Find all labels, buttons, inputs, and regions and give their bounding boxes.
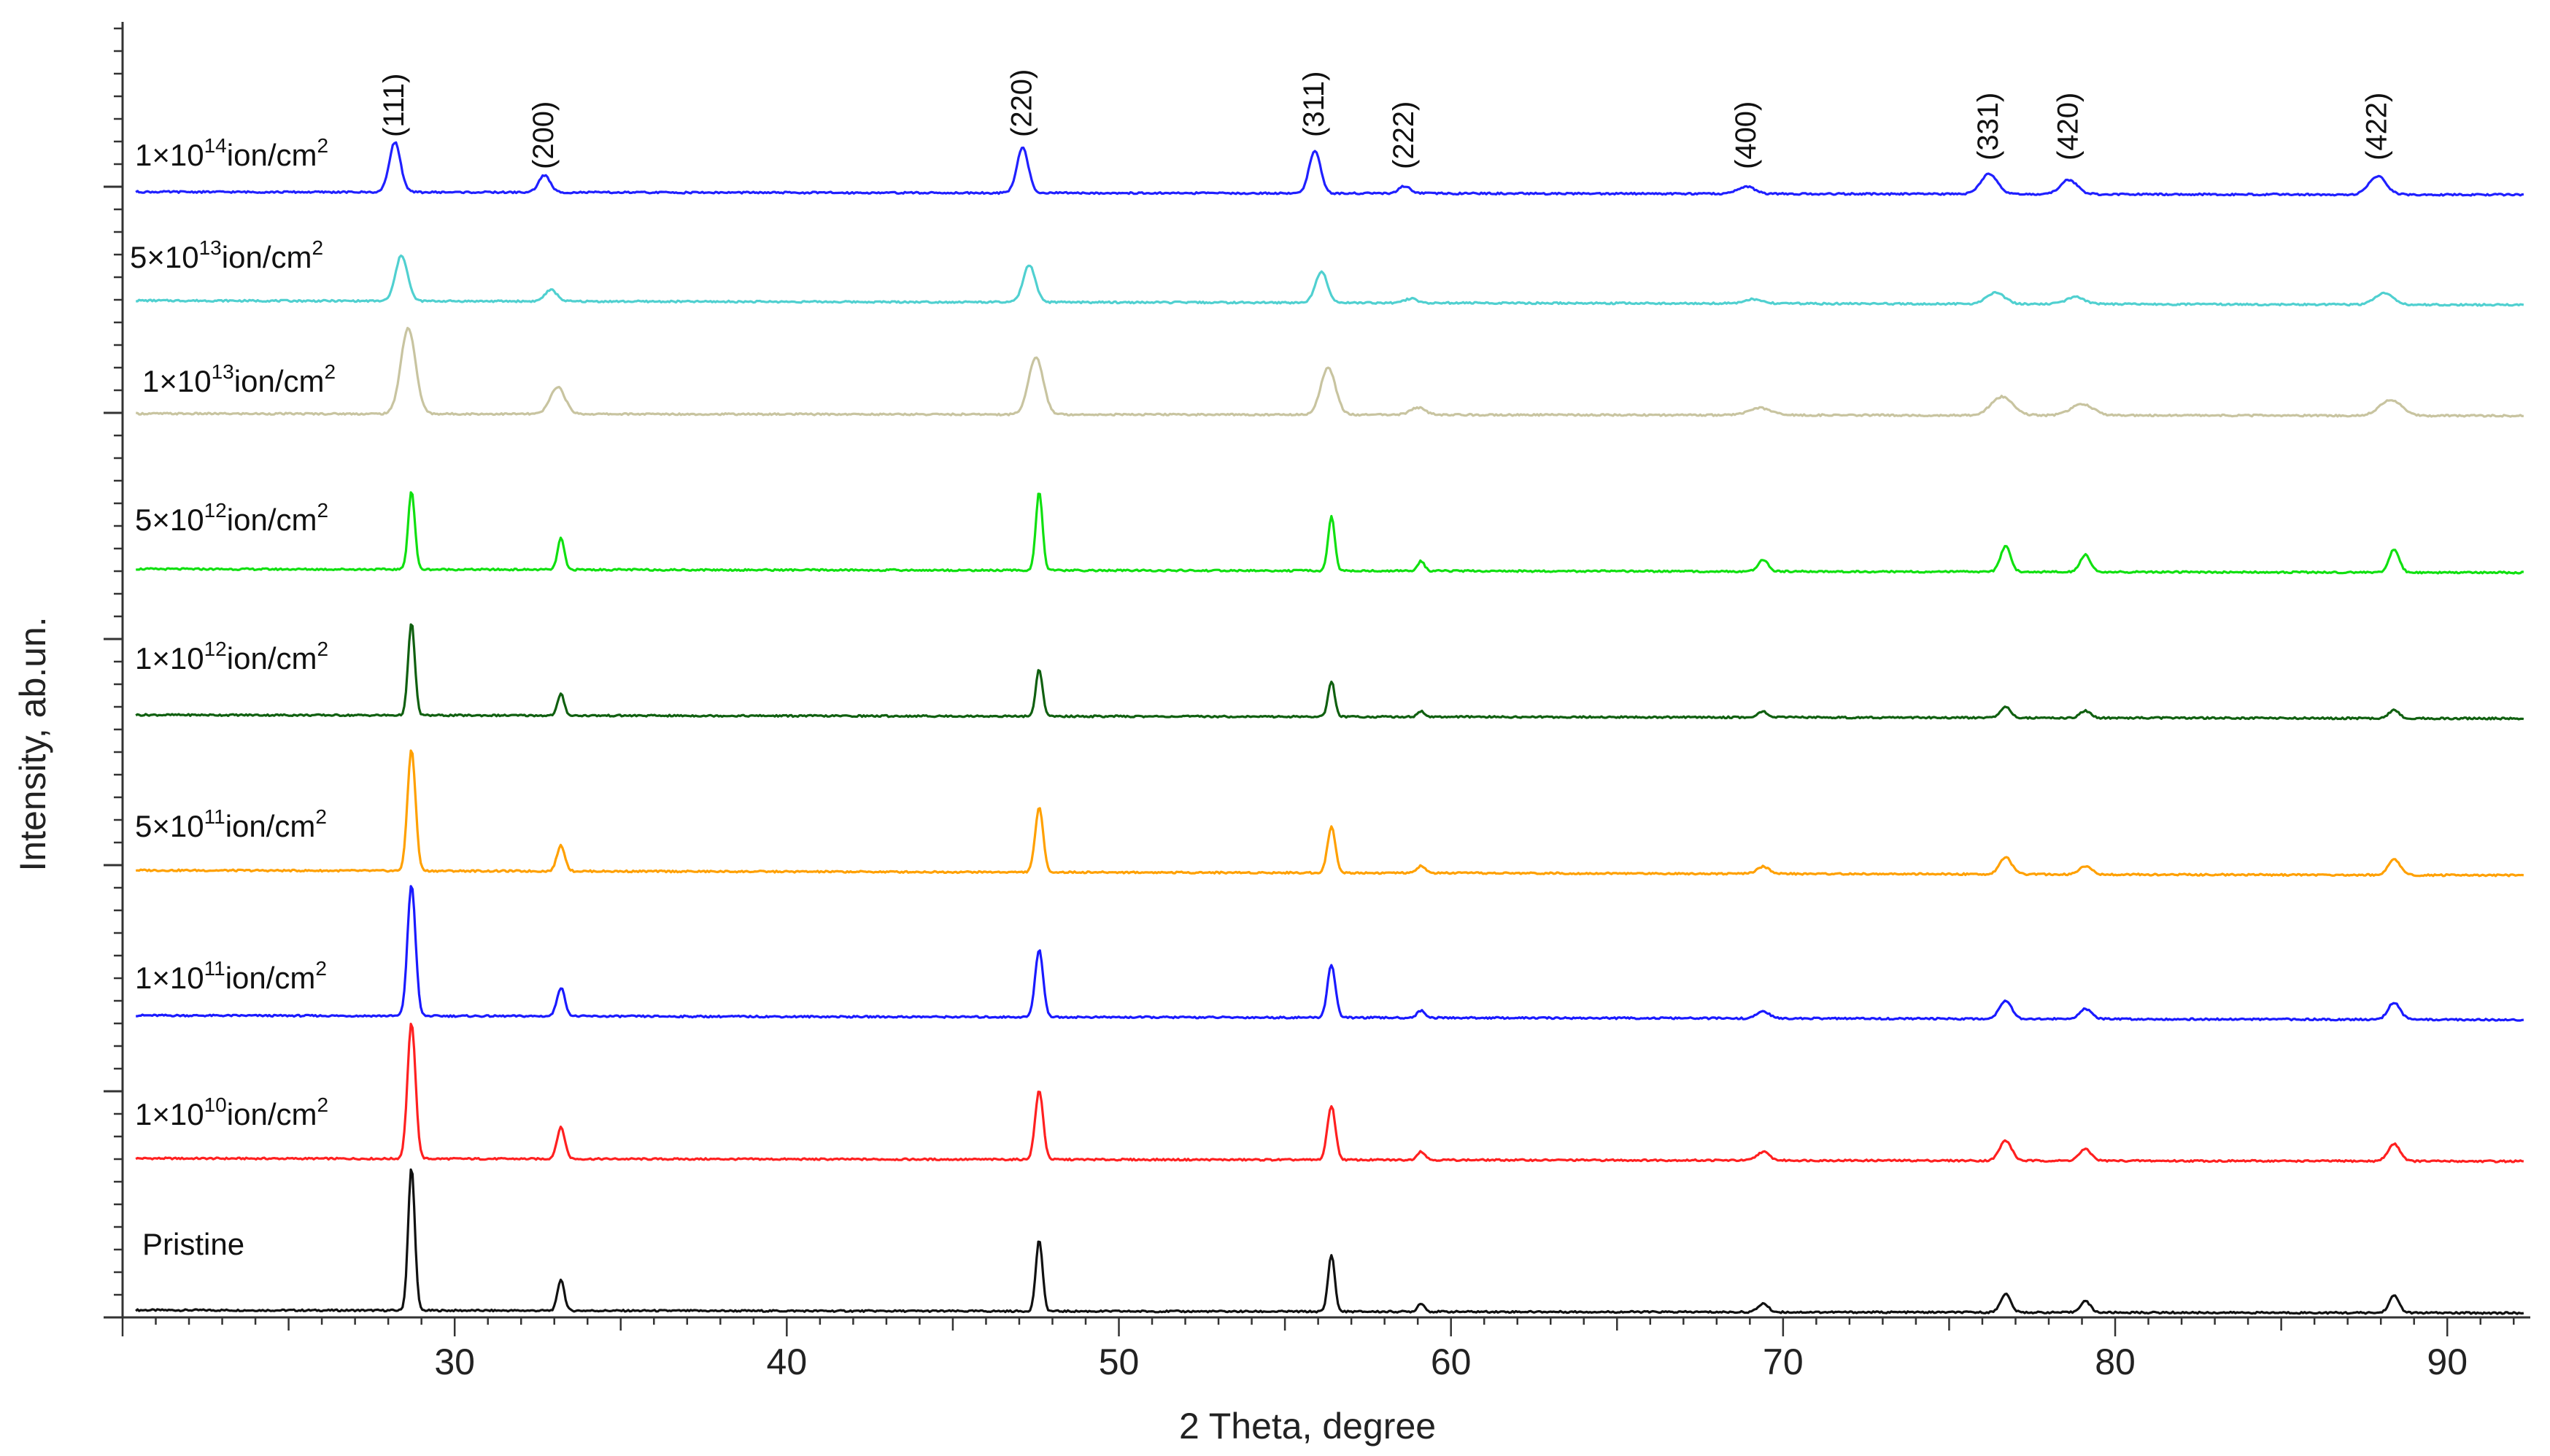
series-labels-layer: Pristine 1×1010ion/cm2 1×1011ion/cm2 5×1011… [130,134,336,1261]
x-tick-label: 60 [1431,1341,1472,1382]
peak-label: (420) [2052,93,2084,160]
axes-layer: 30 40 50 60 70 80 90 [104,22,2530,1382]
series-line [135,327,2524,418]
peak-label: (331) [1972,93,2004,160]
series-label: 1×1012ion/cm2 [135,638,328,675]
peak-label: (222) [1388,101,1420,169]
peak-label: (422) [2361,93,2393,160]
peak-label: (220) [1006,69,1038,137]
x-tick-label: 80 [2095,1341,2136,1382]
series-line [135,623,2524,721]
peak-labels-layer: (111) (200) (220) (311) (222) (400) (331) (420)… [378,69,2392,169]
spectra-layer [135,141,2524,1315]
series-label: 5×1013ion/cm2 [130,236,323,274]
series-line [135,491,2524,575]
series-line [135,749,2524,878]
x-axis-title: 2 Theta, degree [1179,1406,1436,1447]
peak-label: (311) [1298,71,1330,137]
peak-label: (400) [1730,101,1762,169]
series-label: 1×1013ion/cm2 [142,360,336,398]
series-line [136,885,2524,1022]
x-tick-label: 90 [2427,1341,2468,1382]
peak-label: (200) [528,101,560,169]
series-line [136,254,2524,307]
x-tick-label: 40 [767,1341,808,1382]
series-label: Pristine [142,1227,244,1261]
series-label: 5×1012ion/cm2 [135,499,328,537]
x-tick-label: 30 [434,1341,475,1382]
series-line [135,1168,2524,1315]
peak-label: (111) [378,74,410,137]
series-label: 5×1011ion/cm2 [135,805,327,843]
y-axis-title: Intensity, ab.un. [12,616,53,871]
series-label: 1×1014ion/cm2 [135,134,328,172]
x-tick-label: 50 [1099,1341,1140,1382]
x-tick-label: 70 [1763,1341,1804,1382]
series-label: 1×1011ion/cm2 [135,957,327,995]
series-line [135,1022,2524,1163]
series-label: 1×1010ion/cm2 [135,1093,328,1131]
series-line [135,141,2524,197]
